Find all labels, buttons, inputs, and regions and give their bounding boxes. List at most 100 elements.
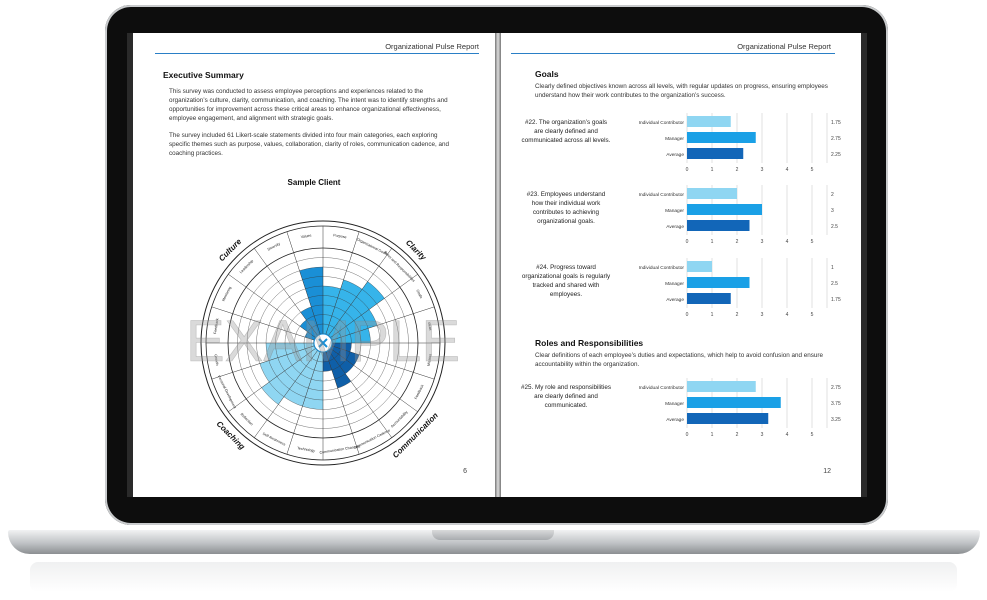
base-reflection bbox=[30, 562, 957, 592]
tick-label: 4 bbox=[786, 312, 789, 318]
bar bbox=[687, 277, 750, 288]
category-label: Average bbox=[666, 224, 684, 230]
tick-label: 5 bbox=[811, 312, 814, 318]
radial-spoke bbox=[254, 248, 324, 344]
question-22: #22. The organization’s goals are clearl… bbox=[521, 119, 611, 144]
tick-label: 2 bbox=[736, 312, 739, 318]
radial-segment bbox=[323, 279, 363, 343]
tick-label: 3 bbox=[761, 312, 764, 318]
category-label: Average bbox=[666, 297, 684, 303]
radial-spoke bbox=[286, 342, 324, 455]
question-23: #23. Employees understand how their indi… bbox=[526, 191, 606, 225]
segment-label: Communication Channels bbox=[319, 444, 360, 454]
page-header: Organizational Pulse Report bbox=[737, 42, 831, 51]
category-label: Manager bbox=[665, 208, 684, 214]
value-label: 3.25 bbox=[831, 417, 841, 423]
radial-spoke bbox=[286, 231, 324, 344]
radial-spoke bbox=[322, 231, 360, 344]
radial-spoke bbox=[228, 274, 324, 344]
radial-segment bbox=[261, 343, 323, 405]
tick-label: 0 bbox=[686, 312, 689, 318]
laptop-notch bbox=[432, 530, 554, 540]
watermark: EXAMPLE bbox=[186, 309, 460, 374]
bar-chart-q23: 0 1 2 3 4 5 Individual Contributor 2 Manager 3 Ave… bbox=[639, 185, 838, 245]
bar bbox=[687, 413, 769, 424]
bar bbox=[687, 397, 781, 408]
bar bbox=[687, 132, 756, 143]
tick-label: 3 bbox=[761, 239, 764, 245]
section-title: Executive Summary bbox=[163, 70, 244, 80]
value-label: 2.75 bbox=[831, 136, 841, 142]
radial-spoke bbox=[322, 342, 435, 380]
left-page: Organizational Pulse Report Executive Su… bbox=[133, 33, 495, 497]
question-25: #25. My role and responsibilities are cl… bbox=[521, 384, 611, 409]
screen: Organizational Pulse Report Executive Su… bbox=[127, 33, 867, 497]
bar-chart-q24: 0 1 2 3 4 5 Individual Contributor 1 Manager 2.5 A… bbox=[639, 258, 841, 318]
bar bbox=[687, 188, 737, 199]
bar-chart-q22: 0 1 2 3 4 5 Individual Contributor 1.75 Manager 2… bbox=[639, 113, 841, 173]
page-number: 12 bbox=[823, 468, 831, 475]
tick-label: 3 bbox=[761, 167, 764, 173]
roles-title: Roles and Responsibilities bbox=[535, 338, 644, 348]
radial-spoke bbox=[322, 342, 418, 412]
tick-label: 1 bbox=[711, 312, 714, 318]
category-label: Individual Contributor bbox=[639, 120, 685, 126]
segment-label: Mission bbox=[427, 354, 433, 367]
tick-label: 2 bbox=[736, 239, 739, 245]
bar bbox=[687, 148, 744, 159]
segment-label: Purpose bbox=[333, 233, 347, 239]
book-gutter bbox=[495, 33, 501, 497]
radial-segment bbox=[323, 343, 354, 374]
category-label: Manager bbox=[665, 136, 684, 142]
tick-label: 2 bbox=[736, 432, 739, 438]
tick-label: 3 bbox=[761, 432, 764, 438]
tick-label: 5 bbox=[811, 239, 814, 245]
segment-label: Mentoring bbox=[221, 286, 232, 302]
category-label: Individual Contributor bbox=[639, 385, 685, 391]
radial-segment bbox=[300, 306, 323, 343]
radial-spoke bbox=[322, 306, 435, 344]
value-label: 1.75 bbox=[831, 297, 841, 303]
radial-segment bbox=[283, 343, 323, 407]
roles-description: Clear definitions of each employee’s dut… bbox=[535, 352, 823, 368]
segment-label: Ideas bbox=[427, 321, 432, 331]
tick-label: 1 bbox=[711, 239, 714, 245]
radial-spoke bbox=[322, 274, 418, 344]
value-label: 1.75 bbox=[831, 120, 841, 126]
tick-label: 5 bbox=[811, 167, 814, 173]
tick-label: 1 bbox=[711, 167, 714, 173]
tick-label: 4 bbox=[786, 239, 789, 245]
goals-title: Goals bbox=[535, 69, 559, 79]
tick-label: 5 bbox=[811, 432, 814, 438]
page-number: 6 bbox=[463, 468, 467, 475]
value-label: 1 bbox=[831, 265, 834, 271]
category-label: Average bbox=[666, 417, 684, 423]
radial-spoke bbox=[211, 306, 324, 344]
value-label: 2.5 bbox=[831, 281, 838, 287]
segment-label: Diversity bbox=[267, 242, 281, 252]
tick-label: 4 bbox=[786, 432, 789, 438]
summary-paragraph-1: This survey was conducted to assess empl… bbox=[169, 88, 448, 122]
header-rule bbox=[511, 53, 835, 54]
segment-label: Goals bbox=[415, 289, 423, 299]
segment-label: Growth bbox=[213, 354, 219, 366]
radial-segment bbox=[323, 343, 360, 366]
tick-label: 2 bbox=[736, 167, 739, 173]
value-label: 2.75 bbox=[831, 385, 841, 391]
tick-label: 0 bbox=[686, 239, 689, 245]
radial-segment bbox=[259, 343, 323, 383]
question-24: #24. Progress toward organizational goal… bbox=[521, 264, 611, 298]
tick-label: 1 bbox=[711, 432, 714, 438]
bar bbox=[687, 261, 712, 272]
value-label: 3 bbox=[831, 208, 834, 214]
radial-spoke bbox=[322, 342, 392, 438]
goals-description: Clearly defined objectives known across … bbox=[535, 83, 828, 99]
category-label: Manager bbox=[665, 281, 684, 287]
radial-spoke bbox=[228, 342, 324, 412]
chart-title: Sample Client bbox=[287, 178, 341, 187]
value-label: 2.5 bbox=[831, 224, 838, 230]
radial-segment bbox=[323, 281, 385, 343]
radial-spoke bbox=[211, 342, 324, 380]
radial-segment bbox=[323, 343, 351, 389]
